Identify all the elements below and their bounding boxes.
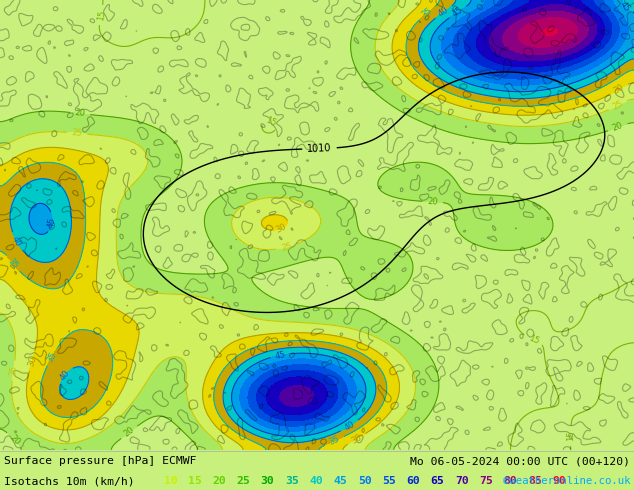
Text: 45: 45 (275, 350, 287, 361)
Text: 35: 35 (46, 350, 59, 364)
Text: 15: 15 (566, 430, 576, 441)
Text: Surface pressure [hPa] ECMWF: Surface pressure [hPa] ECMWF (4, 456, 197, 466)
Text: 40: 40 (309, 476, 323, 486)
Text: 55: 55 (382, 476, 396, 486)
Text: 30: 30 (261, 476, 275, 486)
Text: 40: 40 (10, 235, 23, 248)
Text: 45: 45 (47, 217, 57, 228)
Text: 20: 20 (427, 197, 438, 206)
Text: 20: 20 (8, 433, 22, 447)
Text: 70: 70 (455, 476, 469, 486)
Text: 45: 45 (333, 476, 347, 486)
Text: 30: 30 (26, 355, 38, 368)
Text: 30: 30 (275, 222, 288, 235)
Text: 25: 25 (611, 99, 624, 112)
Text: 25: 25 (280, 242, 293, 253)
Text: 75: 75 (479, 476, 493, 486)
Text: 45: 45 (451, 5, 465, 19)
Text: 15: 15 (96, 9, 107, 21)
Text: 35: 35 (6, 256, 20, 270)
Text: 65: 65 (430, 476, 444, 486)
Text: 40: 40 (58, 368, 72, 382)
Text: 30: 30 (612, 83, 626, 96)
Text: 80: 80 (503, 476, 517, 486)
Text: 15: 15 (264, 116, 277, 128)
Text: 25: 25 (72, 128, 83, 138)
Text: 15: 15 (527, 333, 540, 346)
Text: 10: 10 (164, 476, 178, 486)
Text: 20: 20 (611, 121, 624, 133)
Text: 30: 30 (350, 432, 363, 445)
Text: ©weatheronline.co.uk: ©weatheronline.co.uk (503, 476, 630, 486)
Text: 20: 20 (212, 476, 226, 486)
Text: 90: 90 (552, 476, 566, 486)
Text: 35: 35 (420, 6, 434, 20)
Text: 35: 35 (328, 435, 341, 447)
Text: 20: 20 (74, 108, 86, 119)
Text: 40: 40 (437, 5, 451, 19)
Text: 50: 50 (358, 476, 372, 486)
Text: 1010: 1010 (307, 143, 332, 154)
Text: Mo 06-05-2024 00:00 UTC (00+120): Mo 06-05-2024 00:00 UTC (00+120) (410, 456, 630, 466)
Text: 25: 25 (236, 476, 250, 486)
Text: 60: 60 (406, 476, 420, 486)
Text: 35: 35 (285, 476, 299, 486)
Text: 25: 25 (8, 365, 18, 376)
Text: 20: 20 (122, 425, 136, 439)
Text: 85: 85 (528, 476, 541, 486)
Text: 45: 45 (618, 0, 631, 13)
Text: 15: 15 (188, 476, 202, 486)
Text: 40: 40 (343, 419, 356, 433)
Text: Isotachs 10m (km/h): Isotachs 10m (km/h) (4, 476, 134, 486)
